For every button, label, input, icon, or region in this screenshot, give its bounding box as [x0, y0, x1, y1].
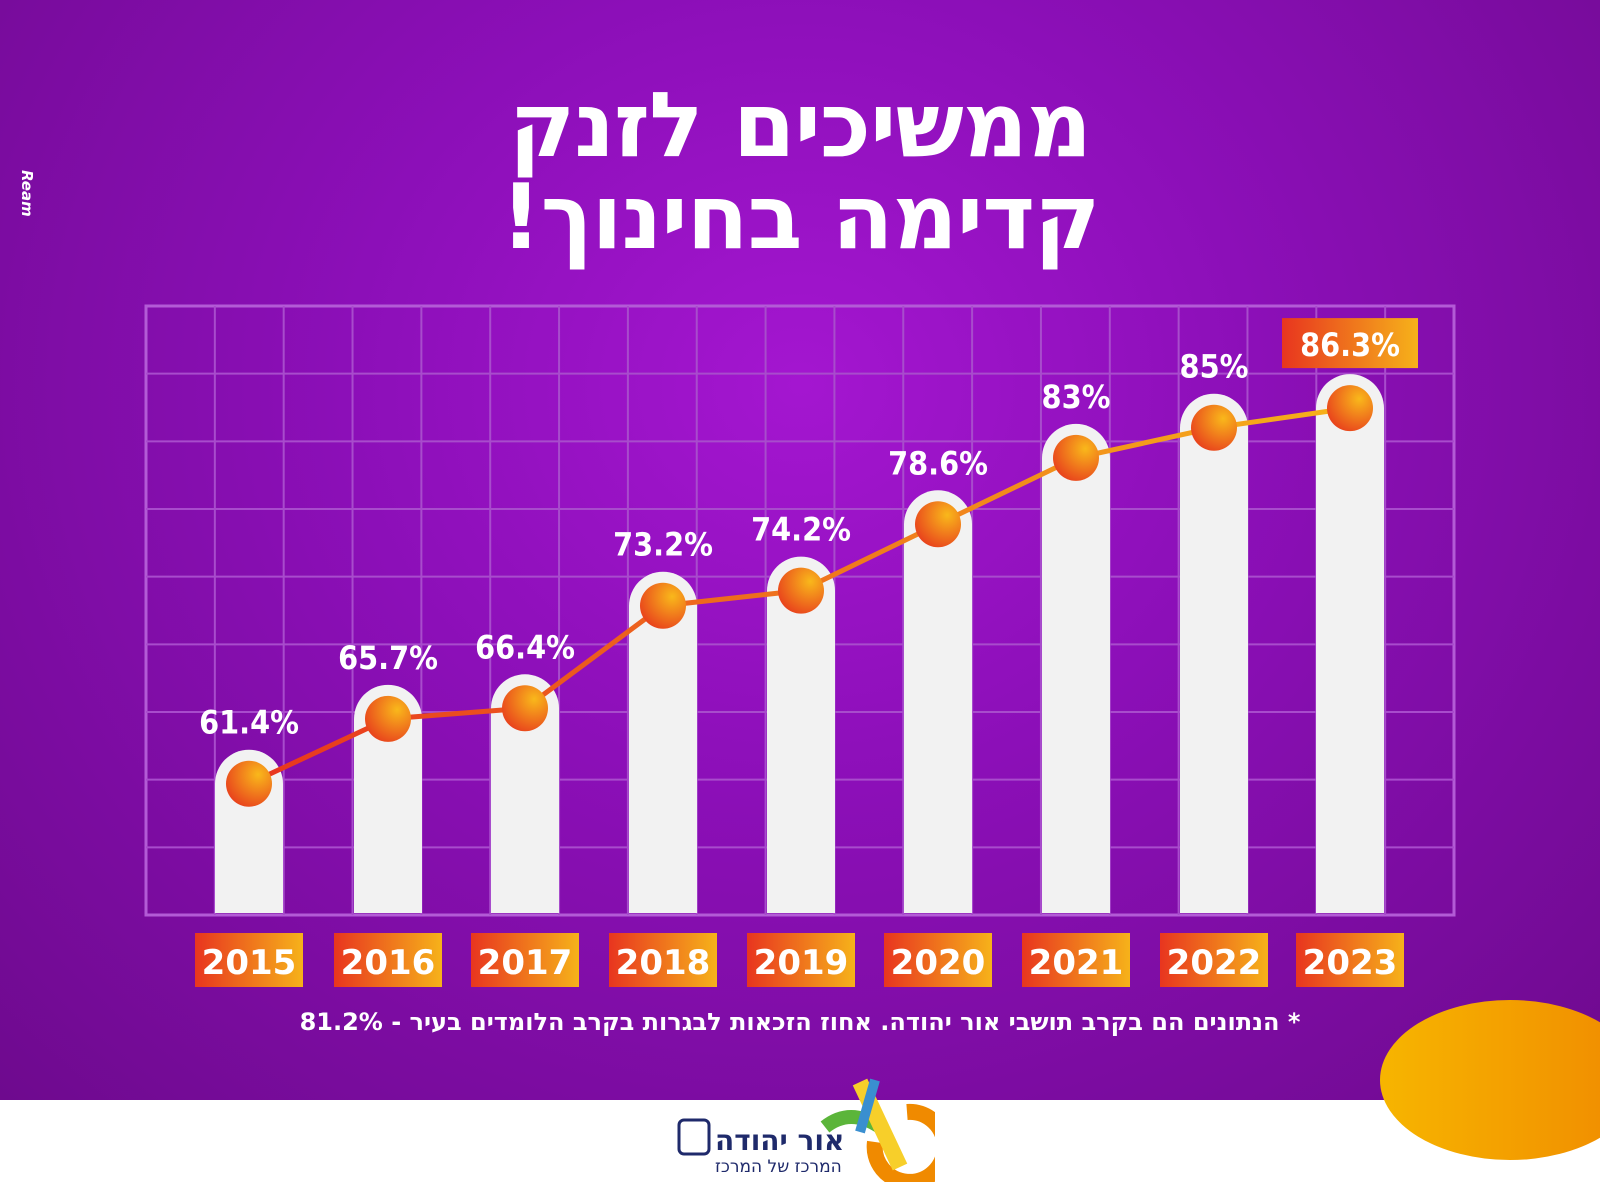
bar-2017 — [491, 674, 559, 913]
year-label-box — [1160, 933, 1268, 987]
bar-2020 — [904, 490, 972, 913]
page-title: ממשיכים לזנק קדימה בחינוך! — [0, 80, 1600, 264]
city-logo: אור יהודה המרכז של המרכז — [675, 1072, 935, 1182]
year-label-2023: 2023 — [1303, 943, 1398, 983]
decorative-wave — [1380, 1000, 1600, 1160]
year-label-2018: 2018 — [616, 943, 711, 983]
value-label-2017: 66.4% — [475, 628, 575, 666]
year-label-box — [747, 933, 855, 987]
bar-2019 — [767, 556, 835, 913]
data-point-2016 — [365, 695, 411, 742]
data-point-2019 — [778, 567, 824, 614]
value-label-2016: 65.7% — [338, 639, 438, 677]
year-label-2022: 2022 — [1167, 943, 1262, 983]
value-label-2018: 73.2% — [613, 526, 713, 564]
year-label-2015: 2015 — [202, 943, 297, 983]
value-label-2015: 61.4% — [199, 704, 299, 742]
year-label-box — [1296, 933, 1404, 987]
value-label-2021: 83% — [1042, 378, 1111, 416]
data-point-2023 — [1327, 385, 1373, 432]
value-label-2019: 74.2% — [751, 511, 851, 549]
data-point-2022 — [1191, 404, 1237, 451]
data-point-2015 — [226, 760, 272, 807]
bar-2016 — [354, 684, 422, 913]
year-label-2017: 2017 — [478, 943, 573, 983]
logo-name: אור יהודה — [715, 1124, 845, 1157]
data-point-2021 — [1053, 434, 1099, 481]
footnote: * הנתונים הם בקרב תושבי אור יהודה. אחוז … — [299, 1008, 1301, 1036]
grid-border — [144, 304, 1456, 917]
year-label-box — [609, 933, 717, 987]
value-label-2022: 85% — [1180, 348, 1249, 386]
data-point-2018 — [640, 582, 686, 629]
bar-2018 — [629, 571, 697, 913]
data-point-2020 — [915, 501, 961, 548]
title-line-2: קדימה בחינוך! — [500, 165, 1101, 270]
bar-2023 — [1316, 374, 1384, 913]
logo-tagline: המרכז של המרכז — [715, 1157, 842, 1177]
year-label-box — [1022, 933, 1130, 987]
year-label-2021: 2021 — [1029, 943, 1124, 983]
value-label-2020: 78.6% — [888, 444, 988, 482]
data-point-2017 — [502, 685, 548, 732]
year-label-box — [334, 933, 442, 987]
title-line-1: ממשיכים לזנק — [508, 73, 1092, 178]
year-label-box — [195, 933, 303, 987]
chart: 61.4% 65.7% 66.4% 73.2% 74.2% 78.6% 83% 85% 86.3… — [144, 304, 1456, 987]
logo-ribbon-icon — [677, 1078, 935, 1182]
year-label-box — [884, 933, 992, 987]
year-label-2016: 2016 — [341, 943, 436, 983]
year-label-2019: 2019 — [754, 943, 849, 983]
bar-2021 — [1042, 423, 1110, 913]
year-label-2020: 2020 — [891, 943, 986, 983]
bar-2022 — [1180, 393, 1248, 913]
year-label-box — [471, 933, 579, 987]
value-label-2023: 86.3% — [1300, 326, 1400, 364]
highlight-label-box — [1282, 318, 1418, 369]
